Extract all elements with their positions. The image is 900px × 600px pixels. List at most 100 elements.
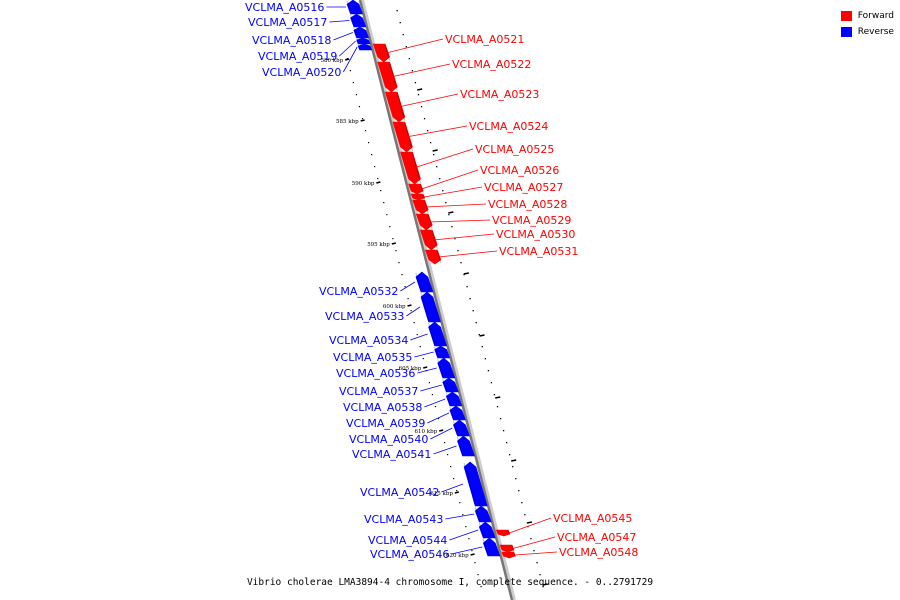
gene-edge <box>389 62 398 92</box>
axis-dot <box>436 166 438 168</box>
gene-edge <box>507 530 511 536</box>
gene-edge <box>420 292 430 322</box>
axis-dot <box>512 466 514 468</box>
leader-line <box>445 513 475 520</box>
gene-edge <box>346 0 352 14</box>
axis-dot <box>408 58 410 60</box>
axis-dot <box>439 178 441 180</box>
gene-arrow <box>384 91 406 123</box>
tick-label: 615 kbp <box>430 491 453 497</box>
axis-dot <box>377 178 379 180</box>
axis-dot <box>533 550 535 552</box>
leader-line <box>414 351 434 358</box>
axis-dot <box>386 214 388 216</box>
gene-arrow <box>415 213 433 231</box>
leader-line <box>390 63 451 78</box>
leader-line <box>429 219 491 223</box>
gene-arrow <box>482 537 501 557</box>
axis-dot <box>460 262 462 264</box>
gene-label: VCLMA_A0536 <box>336 367 415 380</box>
axis-dot <box>383 202 385 204</box>
gene-label: VCLMA_A0521 <box>445 33 524 46</box>
axis-dot <box>413 322 415 324</box>
axis-dot <box>469 298 471 300</box>
leader-line <box>405 125 468 138</box>
axis-dot <box>355 94 358 96</box>
axis-dot <box>367 142 370 144</box>
gene-label: VCLMA_A0526 <box>480 164 559 177</box>
tick-dash <box>423 366 428 369</box>
gene-arrow <box>499 544 515 553</box>
axis-dot <box>371 154 373 156</box>
backbone <box>358 0 514 600</box>
gene-label: VCLMA_A0522 <box>452 58 531 71</box>
tick-dash <box>470 553 475 556</box>
axis-dot <box>471 550 473 552</box>
axis-dot <box>399 22 401 24</box>
axis-dot <box>428 382 430 384</box>
leader-line <box>433 445 457 455</box>
axis-dot <box>484 358 486 360</box>
axis-dot <box>401 274 403 276</box>
axis-dot <box>477 574 479 576</box>
gene-label: VCLMA_A0528 <box>488 198 567 211</box>
axis-dot <box>433 154 435 156</box>
gene-edge <box>357 44 361 50</box>
tick-label: 580 kbp <box>321 58 344 64</box>
gene-arrow <box>377 61 398 93</box>
axis-dot <box>417 94 420 96</box>
gene-edge <box>434 346 439 358</box>
gene-edge <box>452 420 458 436</box>
gene-edge <box>474 506 480 522</box>
axis-dot <box>457 250 459 252</box>
axis-dot <box>448 214 450 216</box>
leader-line <box>438 250 498 258</box>
gene-arrow <box>392 121 413 153</box>
gene-label: VCLMA_A0518 <box>252 34 331 47</box>
axis-dot <box>358 106 361 108</box>
axis-dot <box>402 34 404 36</box>
axis-dot <box>505 442 508 444</box>
axis-dot <box>414 82 417 84</box>
axis-dot <box>539 574 541 576</box>
gene-edge <box>356 38 359 44</box>
axis-dot <box>411 70 414 72</box>
legend-forward: Forward <box>840 8 894 24</box>
axis-dot <box>466 286 468 288</box>
axis-dot <box>480 586 482 588</box>
gene-label: VCLMA_A0535 <box>333 351 412 364</box>
leader-line <box>451 546 483 555</box>
gene-label: VCLMA_A0529 <box>492 214 571 227</box>
gene-label: VCLMA_A0531 <box>499 245 578 258</box>
gene-edge <box>456 436 464 456</box>
axis-dot <box>389 226 391 228</box>
axis-dot <box>524 514 526 516</box>
axis-dot <box>349 70 351 72</box>
gene-label: VCLMA_A0545 <box>553 512 632 525</box>
axis-dot <box>431 394 434 396</box>
gene-edge <box>428 322 436 346</box>
axis-dot <box>530 538 532 540</box>
tick-dash <box>376 181 381 184</box>
tick-dash <box>479 334 485 337</box>
gene-edge <box>437 358 444 378</box>
axis-dot <box>462 514 464 516</box>
gene-arrow <box>501 551 516 559</box>
axis-dot <box>426 130 429 132</box>
gene-edge <box>422 194 426 200</box>
leader-line <box>421 169 479 190</box>
axis-dot <box>456 490 458 492</box>
gene-arrow <box>424 249 442 265</box>
gene-label: VCLMA_A0544 <box>368 534 447 547</box>
axis-dot <box>472 310 474 312</box>
gene-edge <box>463 462 476 506</box>
axis-dot <box>450 466 452 468</box>
axis-dot <box>380 190 382 192</box>
axis-dot <box>395 250 397 252</box>
axis-dot <box>451 226 453 228</box>
gene-edge <box>404 122 413 152</box>
axis-dot <box>419 346 421 348</box>
gene-arrow <box>412 199 429 215</box>
gene-edge <box>449 406 454 420</box>
tick-dash <box>495 396 501 399</box>
